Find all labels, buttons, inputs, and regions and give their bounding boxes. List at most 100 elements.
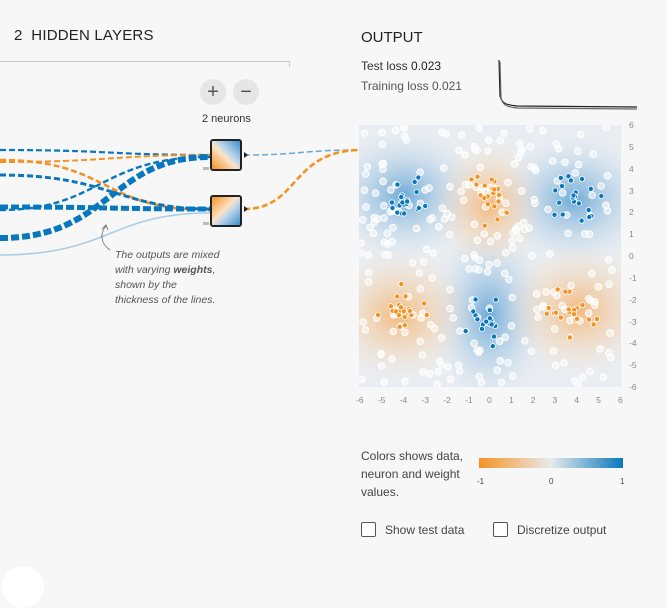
- data-point: [400, 132, 409, 141]
- hidden-neuron[interactable]: [210, 139, 242, 171]
- play-button-edge[interactable]: [2, 566, 44, 608]
- data-point: [477, 378, 486, 387]
- data-point: [377, 350, 385, 359]
- y-axis-tick: 0: [629, 251, 634, 261]
- data-point: [470, 220, 479, 229]
- link-weight[interactable]: [243, 148, 363, 211]
- data-point: [562, 288, 569, 295]
- data-point: [504, 358, 512, 367]
- data-point: [589, 150, 598, 158]
- link-weight[interactable]: [0, 158, 211, 212]
- data-point: [565, 173, 572, 180]
- link-weight[interactable]: [0, 154, 211, 163]
- add-neuron-button[interactable]: +: [200, 79, 226, 105]
- data-point: [602, 125, 610, 132]
- data-point: [526, 143, 535, 151]
- loss-chart: [498, 59, 637, 110]
- data-point: [481, 182, 488, 189]
- link-weight[interactable]: [0, 154, 211, 241]
- data-point: [604, 255, 613, 264]
- checkbox-box[interactable]: [361, 522, 376, 537]
- data-point: [574, 160, 583, 169]
- x-axis-tick: 1: [508, 395, 514, 405]
- data-point: [607, 353, 615, 362]
- data-point: [396, 323, 403, 330]
- data-point: [438, 204, 447, 212]
- neuron-bias[interactable]: [203, 167, 209, 170]
- data-point: [370, 214, 378, 222]
- data-point: [465, 181, 473, 189]
- data-point: [558, 302, 567, 310]
- link-weight[interactable]: [0, 173, 211, 211]
- data-point: [520, 225, 529, 234]
- data-point: [576, 130, 585, 139]
- show-test-data-checkbox[interactable]: Show test data: [361, 522, 464, 537]
- y-axis-tick: 3: [629, 185, 634, 196]
- data-point: [366, 223, 374, 232]
- data-point: [481, 222, 488, 229]
- data-point: [493, 259, 501, 267]
- data-point: [381, 250, 389, 259]
- hidden-layers-count: 2: [14, 27, 23, 44]
- data-point: [542, 288, 550, 296]
- data-point: [532, 290, 541, 298]
- data-point: [371, 189, 380, 197]
- data-point: [488, 321, 495, 328]
- data-point: [516, 139, 524, 148]
- data-point: [519, 218, 528, 227]
- data-point: [491, 186, 498, 193]
- data-point: [396, 312, 403, 319]
- data-point: [359, 239, 365, 247]
- data-point: [531, 166, 540, 175]
- data-point: [526, 125, 534, 133]
- neuron-output-caret: [244, 206, 248, 212]
- legend-min: -1: [477, 477, 485, 486]
- data-point: [380, 378, 388, 387]
- data-point: [486, 237, 495, 246]
- data-point: [552, 187, 559, 194]
- data-point: [514, 222, 523, 230]
- data-point: [567, 177, 574, 184]
- data-point: [446, 304, 454, 313]
- link-weight[interactable]: [0, 148, 211, 157]
- data-point: [597, 182, 605, 190]
- neuron-bias[interactable]: [203, 222, 209, 225]
- data-point: [602, 201, 610, 210]
- data-point: [515, 234, 524, 243]
- discretize-output-checkbox[interactable]: Discretize output: [493, 522, 606, 537]
- data-point: [394, 209, 401, 216]
- data-point: [364, 268, 373, 277]
- data-point: [471, 145, 479, 154]
- data-point: [416, 285, 425, 293]
- data-point: [401, 328, 409, 337]
- data-point: [570, 192, 577, 199]
- data-point: [560, 359, 568, 367]
- data-point: [364, 278, 373, 286]
- data-point: [561, 158, 569, 167]
- data-point: [422, 245, 431, 254]
- data-point: [551, 361, 560, 370]
- output-heatmap[interactable]: [359, 125, 621, 387]
- data-point: [378, 128, 386, 137]
- data-point: [456, 327, 464, 335]
- data-point: [475, 256, 484, 265]
- data-point: [429, 249, 437, 257]
- data-point: [473, 181, 480, 188]
- data-point: [400, 308, 407, 315]
- link-weight[interactable]: [0, 204, 211, 212]
- link-weight[interactable]: [0, 212, 211, 256]
- data-point: [427, 321, 435, 329]
- data-point: [461, 151, 469, 159]
- y-axis-tick: 1: [629, 229, 634, 240]
- data-point: [360, 186, 369, 195]
- neuron-heatmap: [212, 141, 240, 169]
- remove-neuron-button[interactable]: −: [233, 79, 259, 105]
- data-point: [360, 129, 369, 137]
- hidden-neuron[interactable]: [210, 195, 242, 227]
- data-point: [380, 202, 388, 210]
- weights-annotation: The outputs are mixed with varying weigh…: [115, 248, 220, 308]
- data-point: [389, 223, 397, 232]
- checkbox-box[interactable]: [493, 522, 508, 537]
- x-axis-tick: 6: [618, 395, 623, 405]
- data-point: [361, 170, 370, 178]
